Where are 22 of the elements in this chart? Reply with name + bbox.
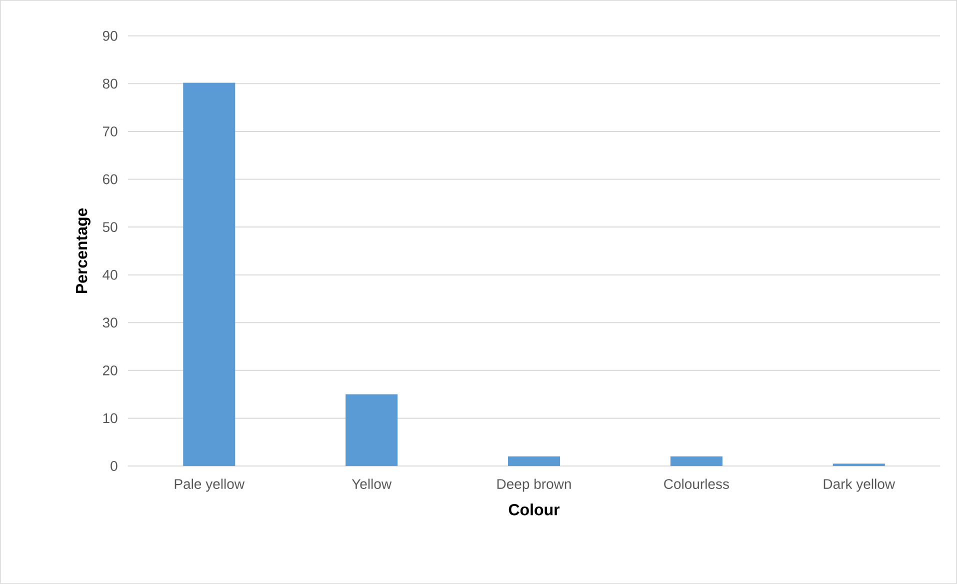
y-tick-label: 20 — [103, 366, 118, 376]
y-tick-label: 80 — [102, 78, 118, 89]
y-axis-title: Percentage — [76, 208, 90, 294]
y-tick-label: 60 — [103, 174, 118, 184]
y-tick-label: 90 — [102, 30, 118, 41]
bar — [832, 464, 885, 466]
y-tick-label: 30 — [102, 318, 118, 328]
bar — [508, 456, 560, 466]
x-tick-label: Yellow — [352, 478, 392, 490]
y-tick-label: 40 — [102, 270, 118, 280]
y-tick-label: 10 — [103, 413, 118, 424]
x-tick-label: Deep brown — [497, 478, 571, 492]
y-tick-label: 0 — [110, 461, 118, 472]
y-tick-label: 50 — [102, 222, 118, 232]
x-axis-title: Colour — [508, 504, 560, 516]
bar — [346, 394, 398, 466]
x-tick-label: Dark yellow — [824, 478, 896, 492]
bar — [670, 456, 722, 466]
x-tick-label: Colourless — [664, 478, 729, 490]
x-tick-label: Pale yellow — [174, 478, 245, 492]
y-tick-label: 70 — [103, 126, 118, 136]
bar — [183, 82, 236, 466]
